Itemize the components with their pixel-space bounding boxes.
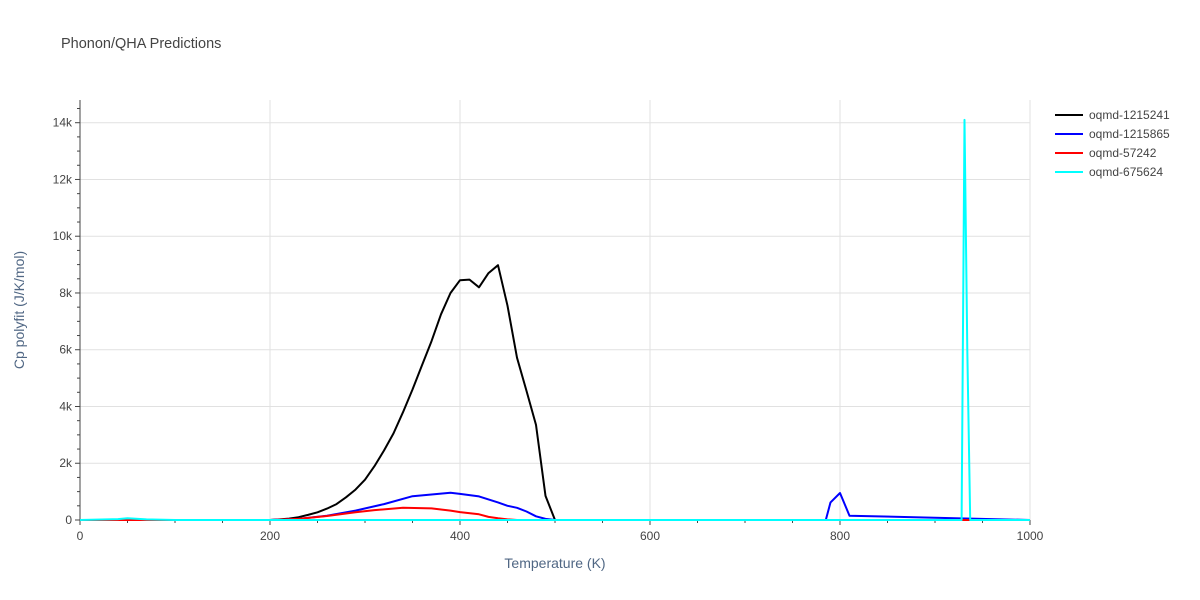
legend-item-oqmd-57242[interactable]: oqmd-57242 <box>1055 146 1157 160</box>
y-tick-label: 8k <box>59 286 73 300</box>
x-axis-title: Temperature (K) <box>504 555 605 571</box>
x-tick-label: 200 <box>260 529 280 543</box>
y-tick-label: 14k <box>53 116 73 130</box>
y-tick-label: 2k <box>59 456 73 470</box>
legend-label: oqmd-57242 <box>1089 146 1157 160</box>
axis-layer: 0 2k 4k 6k 8k 10k 12k 14k 0 200 400 600 800 1000 <box>53 100 1044 543</box>
y-tick-label: 10k <box>53 229 73 243</box>
legend-label: oqmd-1215865 <box>1089 127 1170 141</box>
series-line-oqmd-1215865 <box>80 491 1031 521</box>
series-layer <box>79 118 1031 521</box>
legend[interactable]: oqmd-1215241 oqmd-1215865 oqmd-57242 oqmd-6… <box>1055 108 1170 179</box>
x-tick-label: 800 <box>830 529 850 543</box>
x-tick-label: 1000 <box>1017 529 1044 543</box>
legend-label: oqmd-1215241 <box>1089 108 1170 122</box>
y-tick-label: 0 <box>65 513 72 527</box>
legend-item-oqmd-1215865[interactable]: oqmd-1215865 <box>1055 127 1170 141</box>
x-tick-label: 400 <box>450 529 470 543</box>
grid-layer <box>80 100 1031 520</box>
x-tick-label: 0 <box>77 529 84 543</box>
y-axis-title: Cp polyfit (J/K/mol) <box>11 251 27 369</box>
legend-item-oqmd-675624[interactable]: oqmd-675624 <box>1055 165 1163 179</box>
y-tick-label: 4k <box>59 399 73 413</box>
x-tick-label: 600 <box>640 529 660 543</box>
series-line-oqmd-57242 <box>80 506 1030 521</box>
series-line-oqmd-1215241 <box>80 264 556 521</box>
y-tick-label: 12k <box>53 172 73 186</box>
legend-label: oqmd-675624 <box>1089 165 1163 179</box>
series-line-oqmd-675624 <box>79 118 1030 521</box>
y-tick-label: 6k <box>59 343 73 357</box>
legend-item-oqmd-1215241[interactable]: oqmd-1215241 <box>1055 108 1170 122</box>
chart-title: Phonon/QHA Predictions <box>61 36 222 52</box>
